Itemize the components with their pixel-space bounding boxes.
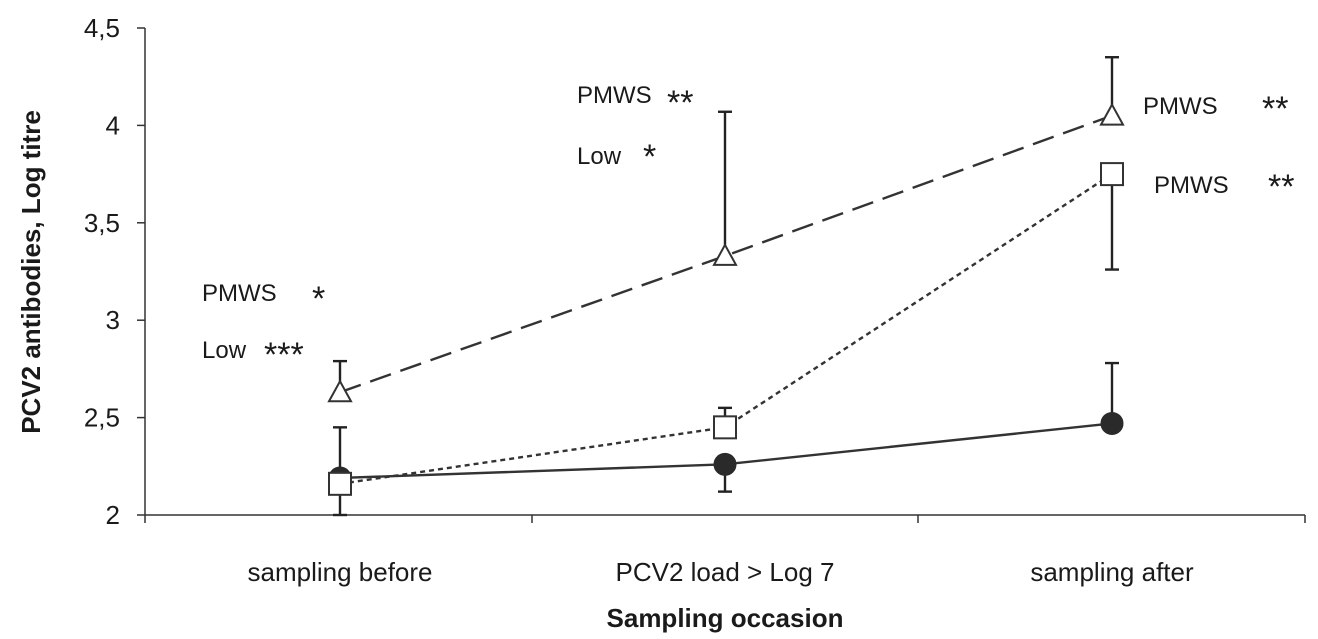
annotation-label: Low xyxy=(202,337,247,364)
annotation-label: Low xyxy=(577,143,622,170)
y-tick-label: 2,5 xyxy=(84,403,120,433)
annotation-label: PMWS xyxy=(1154,172,1229,199)
annotation-stars: ** xyxy=(667,84,693,122)
data-point-square xyxy=(1100,162,1124,187)
annotation-stars: * xyxy=(643,138,656,176)
series-line-triangle-open xyxy=(339,114,1113,394)
annotation-stars: *** xyxy=(264,336,304,374)
y-tick-label: 4,5 xyxy=(84,13,120,43)
annotation-label: PMWS xyxy=(1143,93,1218,120)
data-point-triangle xyxy=(1099,102,1125,126)
annotation-stars: ** xyxy=(1268,168,1294,206)
axes xyxy=(144,28,1305,516)
x-tick-label: sampling before xyxy=(248,557,433,587)
data-point-circle xyxy=(1100,411,1124,435)
data-point-square xyxy=(713,415,737,440)
y-tick-label: 3 xyxy=(106,305,120,335)
y-tick-label: 4 xyxy=(106,110,120,140)
y-ticks: 2 2,5 3 3,5 4 4,5 xyxy=(84,13,145,530)
x-tick-label: sampling after xyxy=(1030,557,1194,587)
x-axis-title: Sampling occasion xyxy=(607,603,844,633)
annotation-label: PMWS xyxy=(202,280,277,307)
y-tick-label: 2 xyxy=(106,500,120,530)
y-tick-label: 3,5 xyxy=(84,208,120,238)
data-point-circle xyxy=(713,452,737,476)
annotations: PMWS * Low *** PMWS ** Low * PMWS ** PMWS ** xyxy=(202,82,1294,374)
data-point-square xyxy=(328,471,352,496)
data-point-triangle xyxy=(327,379,353,403)
data-point-triangle xyxy=(712,242,738,266)
series-layer xyxy=(327,56,1125,517)
x-ticks: sampling before PCV2 load > Log 7 sampling… xyxy=(144,515,1306,587)
annotation-stars: ** xyxy=(1262,90,1288,128)
annotation-stars: * xyxy=(312,280,325,318)
x-tick-label: PCV2 load > Log 7 xyxy=(616,557,835,587)
annotation-label: PMWS xyxy=(577,82,652,109)
y-axis-title: PCV2 antibodies, Log titre xyxy=(16,110,46,434)
